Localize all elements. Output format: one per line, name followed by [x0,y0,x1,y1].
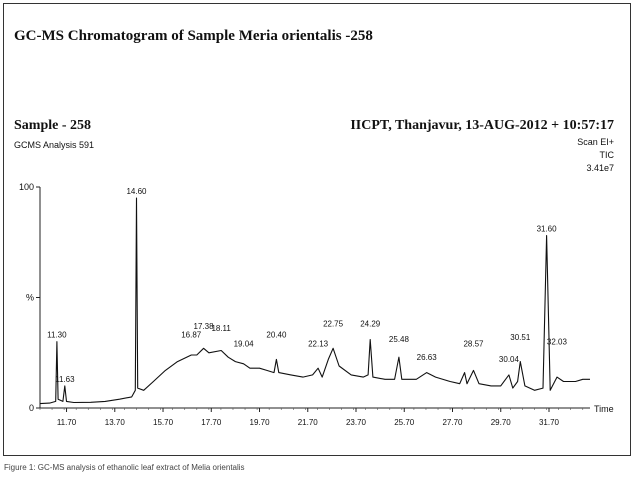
peak-label: 30.04 [499,355,520,364]
instrument-label: IICPT, Thanjavur, 13-AUG-2012 + 10:57:17 [350,118,614,133]
chart-frame [3,3,631,456]
chromatogram-trace [39,197,590,405]
scan-trace-type: TIC [599,150,615,160]
x-tick-label: 21.70 [298,418,319,427]
x-axis-label: Time [594,404,614,414]
peak-label: 11.30 [47,331,67,340]
scan-mode: Scan EI+ [577,137,614,147]
y-tick-label: 0 [29,403,34,413]
peak-label: 16.87 [181,331,202,340]
scan-info: Scan EI+ TIC 3.41e7 [577,136,614,175]
x-tick-label: 29.70 [491,418,512,427]
x-tick-label: 11.70 [57,418,77,427]
x-tick-label: 13.70 [105,418,126,427]
x-tick-label: 19.70 [250,418,271,427]
peak-label: 22.13 [308,340,329,349]
peak-label: 18.11 [211,324,231,333]
peak-label: 22.75 [323,320,344,329]
sample-label: Sample - 258 [14,118,91,133]
peak-label: 17.38 [194,322,215,331]
peak-label: 31.60 [537,225,558,234]
chart-title: GC-MS Chromatogram of Sample Meria orien… [14,28,373,44]
x-tick-label: 15.70 [153,418,174,427]
peak-label: 19.04 [234,340,255,349]
x-tick-label: 27.70 [442,418,463,427]
scan-intensity: 3.41e7 [586,163,614,173]
peak-label: 11.63 [55,375,75,384]
peak-label: 26.63 [417,353,438,362]
y-tick-label: % [26,293,34,303]
x-tick-label: 17.70 [201,418,222,427]
peak-label: 20.40 [266,331,287,340]
peak-label: 28.57 [463,340,484,349]
peak-label: 14.60 [126,187,147,196]
peak-label: 24.29 [360,320,381,329]
x-tick-label: 31.70 [539,418,560,427]
y-tick-label: 100 [19,182,34,192]
peak-label: 25.48 [389,335,410,344]
peak-label: 32.03 [547,337,568,346]
figure-caption: Figure 1: GC-MS analysis of ethanolic le… [4,463,245,472]
x-tick-label: 23.70 [346,418,367,427]
analysis-label: GCMS Analysis 591 [14,140,95,150]
peak-label: 30.51 [510,333,531,342]
x-tick-label: 25.70 [394,418,415,427]
